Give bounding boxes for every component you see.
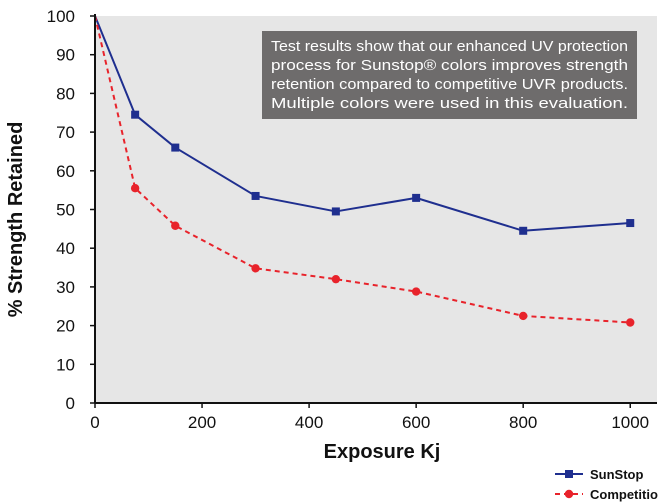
- data-point-sunstop: [171, 143, 180, 152]
- data-point-competition: [626, 318, 635, 327]
- annotation-line: process for Sunstop® colors improves str…: [271, 57, 628, 74]
- y-axis-title: % Strength Retained: [5, 122, 27, 318]
- data-point-sunstop: [626, 219, 635, 228]
- series-line-sunstop: [94, 15, 631, 232]
- x-axis-title: Exposure Kj: [324, 441, 441, 463]
- x-tick-label: 400: [295, 413, 323, 432]
- y-tick-label: 100: [47, 7, 75, 26]
- data-point-competition: [251, 264, 260, 273]
- data-point-competition: [518, 311, 528, 321]
- y-tick-label: 90: [56, 46, 75, 65]
- data-point-sunstop: [331, 207, 340, 216]
- legend: SunStop Competition: [555, 467, 658, 502]
- y-tick-label: 80: [56, 84, 75, 103]
- annotation-line: Multiple colors were used in this evalua…: [271, 95, 628, 112]
- legend-label-competition: Competition: [590, 487, 658, 502]
- y-tick-label: 50: [56, 201, 75, 220]
- legend-marker: [564, 489, 574, 499]
- x-tick-label: 200: [188, 413, 216, 432]
- annotation-layer: Test results show that our enhanced UV p…: [262, 31, 637, 119]
- series-competition: [94, 15, 635, 327]
- annotation-box: [262, 31, 637, 119]
- series-line-competition: [94, 15, 631, 324]
- annotation-line: retention compared to competitive UVR pr…: [271, 76, 628, 93]
- y-tick-label: 20: [56, 317, 75, 336]
- y-tick-label: 70: [56, 123, 75, 142]
- annotation-line: Test results show that our enhanced UV p…: [271, 38, 628, 55]
- x-tick-label: 600: [402, 413, 430, 432]
- series-layer: [94, 15, 635, 327]
- x-tick-label: 1000: [611, 413, 649, 432]
- data-point-sunstop: [251, 191, 260, 200]
- y-tick-label: 0: [66, 394, 75, 413]
- data-point-competition: [411, 287, 421, 296]
- data-point-sunstop: [519, 226, 528, 235]
- data-point-sunstop: [131, 110, 140, 119]
- data-point-sunstop: [412, 193, 421, 202]
- x-tick-label: 800: [509, 413, 537, 432]
- data-point-competition: [331, 274, 341, 284]
- legend-marker: [565, 470, 573, 478]
- series-sunstop: [94, 15, 635, 235]
- data-point-competition: [130, 184, 140, 193]
- y-tick-label: 40: [56, 239, 75, 258]
- data-point-competition: [171, 221, 180, 230]
- y-tick-label: 10: [56, 355, 75, 374]
- y-tick-label: 60: [56, 162, 75, 181]
- legend-label-sunstop: SunStop: [590, 467, 643, 482]
- x-tick-label: 0: [90, 413, 99, 432]
- y-tick-label: 30: [56, 278, 75, 297]
